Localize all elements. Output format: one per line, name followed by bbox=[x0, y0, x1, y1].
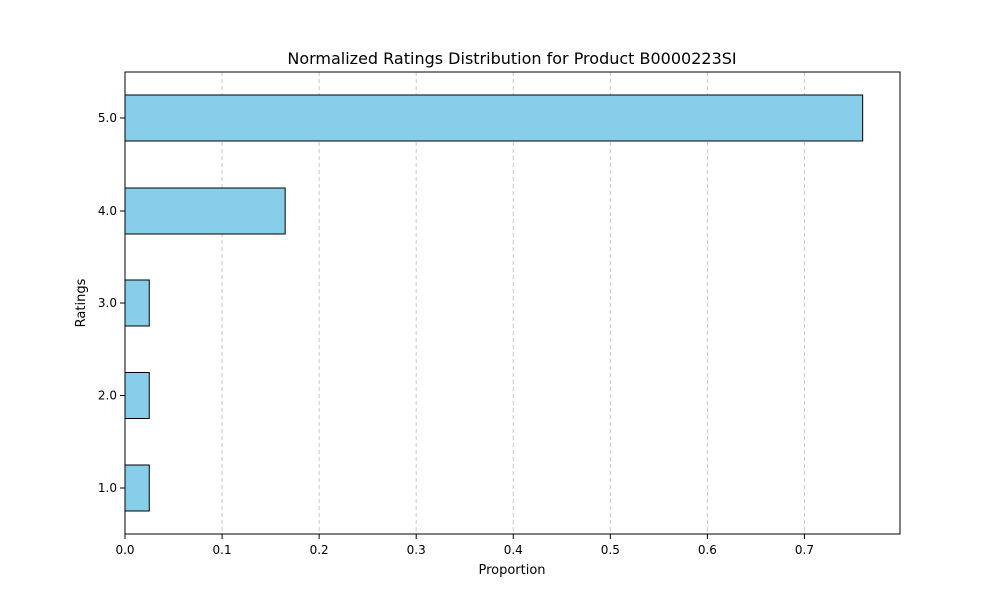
bar-rating-4.0 bbox=[124, 187, 286, 235]
x-tick-label: 0.1 bbox=[213, 543, 232, 557]
bar-rating-1.0 bbox=[124, 464, 150, 512]
y-tick-label: 2.0 bbox=[98, 389, 117, 403]
bars bbox=[124, 94, 864, 512]
y-tick-label: 3.0 bbox=[98, 296, 117, 310]
x-tick-label: 0.2 bbox=[310, 543, 329, 557]
x-tick-label: 0.7 bbox=[795, 543, 814, 557]
bar-rating-3.0 bbox=[124, 279, 150, 327]
x-tick-label: 0.0 bbox=[115, 543, 134, 557]
x-axis-ticks: 0.0 0.1 0.2 0.3 0.4 0.5 0.6 0.7 bbox=[115, 534, 814, 557]
bar-rating-5.0 bbox=[124, 94, 864, 142]
x-tick-label: 0.5 bbox=[601, 543, 620, 557]
y-tick-label: 4.0 bbox=[98, 204, 117, 218]
y-axis-ticks: 1.0 2.0 3.0 4.0 5.0 bbox=[98, 111, 125, 495]
x-axis-label: Proportion bbox=[478, 563, 545, 578]
y-axis-label: Ratings bbox=[74, 278, 89, 327]
x-tick-label: 0.4 bbox=[504, 543, 523, 557]
chart-title: Normalized Ratings Distribution for Prod… bbox=[287, 49, 736, 68]
grid-lines bbox=[221, 72, 805, 534]
x-tick-label: 0.6 bbox=[698, 543, 717, 557]
y-tick-label: 5.0 bbox=[98, 111, 117, 125]
bar-rating-2.0 bbox=[124, 372, 150, 419]
y-tick-label: 1.0 bbox=[98, 481, 117, 495]
x-tick-label: 0.3 bbox=[407, 543, 426, 557]
